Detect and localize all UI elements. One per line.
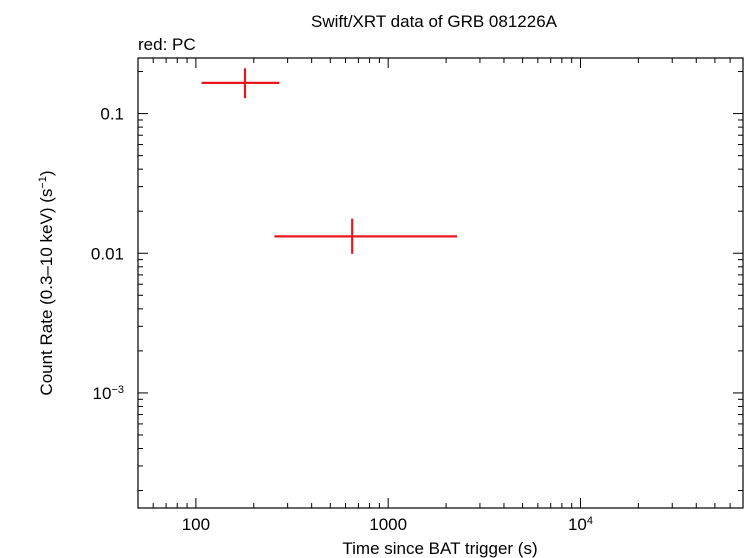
- data-point: [201, 68, 280, 99]
- plot-frame: [137, 57, 744, 509]
- x-tick-label-base: 1000: [369, 515, 407, 534]
- y-axis-label-exponent: −1: [37, 176, 49, 189]
- data-points: [201, 68, 458, 254]
- x-tick-label: 104: [568, 515, 593, 534]
- y-axis-label-main: Count Rate (0.3–10 keV) (s: [37, 189, 56, 396]
- x-tick-label-base: 100: [182, 515, 210, 534]
- y-axis-label: Count Rate (0.3–10 keV) (s−1): [37, 170, 56, 395]
- y-tick-label-exponent: −3: [111, 384, 124, 396]
- y-tick-label-base: 0.1: [100, 105, 124, 124]
- data-point: [274, 218, 458, 254]
- y-tick-label-base: 10: [93, 384, 112, 403]
- x-tick-label: 100: [182, 515, 210, 534]
- y-tick-label: 0.01: [91, 244, 124, 263]
- chart-subtitle: red: PC: [138, 35, 196, 54]
- y-tick-label: 10−3: [93, 384, 124, 403]
- axis-ticks: [137, 58, 744, 508]
- y-tick-label: 0.1: [100, 105, 124, 124]
- chart-title: Swift/XRT data of GRB 081226A: [311, 12, 558, 31]
- x-tick-label-exponent: 4: [587, 515, 593, 527]
- x-tick-label-base: 10: [568, 515, 587, 534]
- x-tick-label: 1000: [369, 515, 407, 534]
- y-axis-label-close: ): [37, 170, 56, 176]
- y-tick-label-base: 0.01: [91, 244, 124, 263]
- x-axis-label: Time since BAT trigger (s): [342, 539, 537, 558]
